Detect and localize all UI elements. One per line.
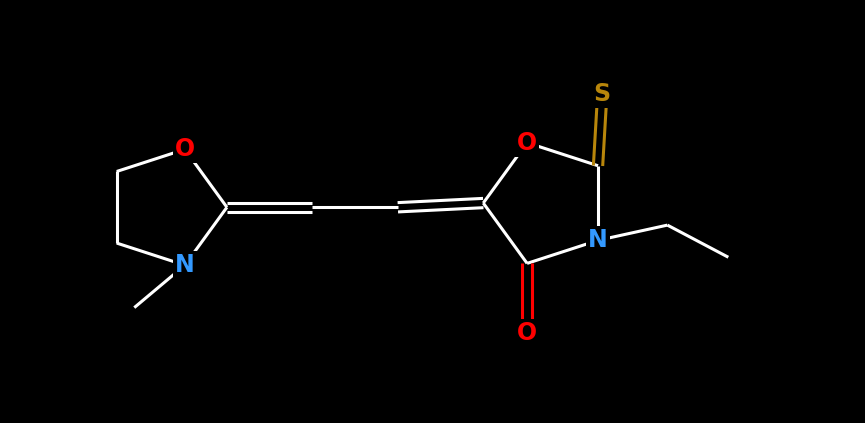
Text: S: S xyxy=(593,82,611,106)
Text: O: O xyxy=(175,137,195,161)
Text: O: O xyxy=(517,321,537,345)
Text: N: N xyxy=(588,228,608,253)
Text: N: N xyxy=(175,253,195,277)
Text: O: O xyxy=(517,131,537,155)
